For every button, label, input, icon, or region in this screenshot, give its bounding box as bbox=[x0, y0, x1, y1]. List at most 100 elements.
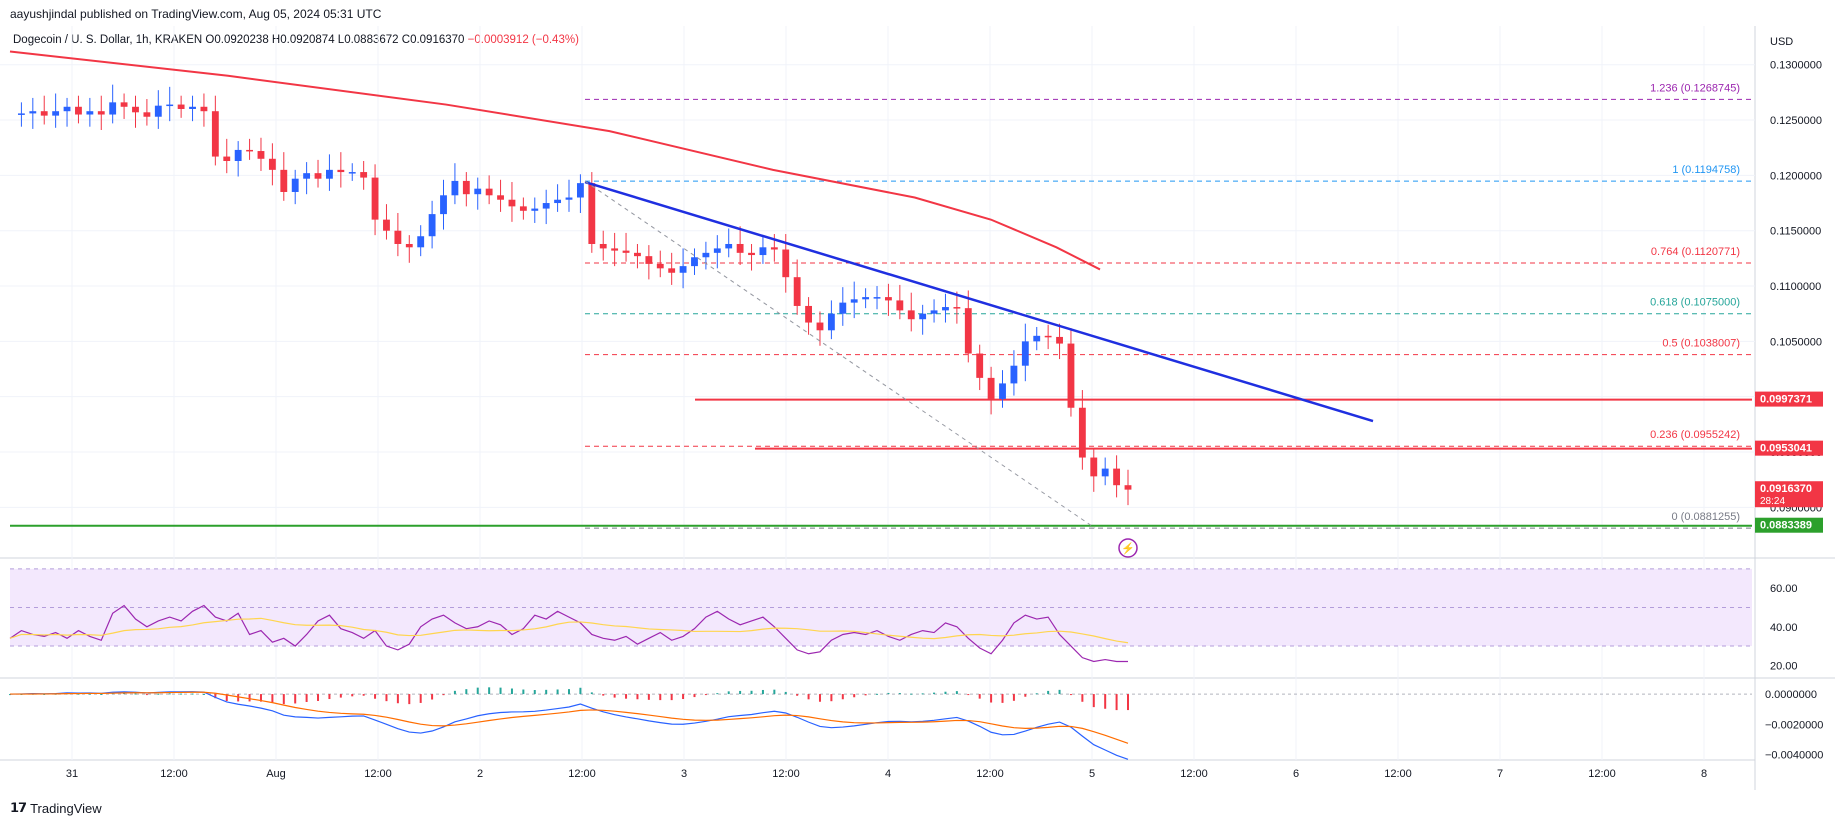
candle-body bbox=[462, 180, 470, 195]
candle-body bbox=[428, 214, 436, 237]
y-tick-label: 0.1100000 bbox=[1770, 281, 1821, 293]
macd-histogram-bar bbox=[282, 694, 285, 705]
macd-histogram-bar bbox=[1115, 694, 1118, 711]
macd-histogram-bar bbox=[636, 694, 639, 700]
macd-histogram-bar bbox=[853, 694, 856, 698]
candle-body bbox=[97, 111, 105, 115]
macd-histogram-bar bbox=[841, 694, 844, 700]
macd-histogram-bar bbox=[1104, 694, 1107, 709]
macd-histogram-bar bbox=[294, 694, 297, 704]
countdown-label: 28:24 bbox=[1760, 496, 1785, 507]
macd-histogram-bar bbox=[157, 693, 160, 695]
ma-200-line bbox=[9, 50, 1101, 271]
macd-histogram-bar bbox=[9, 694, 11, 696]
candle-body bbox=[177, 104, 185, 109]
macd-histogram-bar bbox=[750, 690, 753, 695]
candle-body bbox=[519, 206, 527, 211]
candle-body bbox=[725, 243, 733, 249]
symbol-name[interactable]: Dogecoin / U. S. Dollar, 1h, KRAKEN bbox=[13, 34, 203, 46]
macd-tick-label: 0.0000000 bbox=[1765, 689, 1817, 701]
macd-histogram-bar bbox=[807, 694, 810, 700]
candle-body bbox=[189, 106, 196, 109]
macd-histogram-bar bbox=[921, 693, 924, 695]
macd-line bbox=[9, 691, 1129, 760]
price-label: 0.0953041 bbox=[1760, 443, 1812, 455]
candle-body bbox=[896, 300, 904, 311]
symbol-legend: Dogecoin / U. S. Dollar, 1h, KRAKEN O0.0… bbox=[13, 34, 579, 46]
y-tick-label: 0.1250000 bbox=[1770, 115, 1822, 127]
candle-body bbox=[554, 199, 562, 204]
bearish-trendline bbox=[584, 180, 1374, 423]
macd-histogram-bar bbox=[659, 694, 662, 701]
macd-histogram-bar bbox=[317, 694, 320, 701]
x-tick-label: 12:00 bbox=[1588, 768, 1616, 780]
macd-histogram-bar bbox=[590, 692, 593, 695]
candle-body bbox=[1044, 335, 1052, 338]
y-tick-label: 0.1050000 bbox=[1770, 336, 1822, 348]
rsi-line bbox=[9, 604, 1128, 663]
candle-body bbox=[645, 256, 653, 264]
candle-body bbox=[976, 353, 984, 378]
candle-body bbox=[360, 172, 368, 178]
candle-body bbox=[850, 299, 858, 303]
rsi-tick-label: 20.00 bbox=[1770, 660, 1798, 672]
macd-histogram-bar bbox=[237, 694, 240, 702]
macd-histogram-bar bbox=[864, 694, 867, 696]
x-tick-label: 4 bbox=[885, 768, 891, 780]
candle-body bbox=[679, 266, 687, 273]
candle-body bbox=[839, 302, 847, 314]
candle-body bbox=[1021, 341, 1029, 366]
macd-histogram-bar bbox=[202, 693, 205, 695]
x-tick-label: 12:00 bbox=[772, 768, 800, 780]
fib-retracement: 1.236 (0.1268745) 1 (0.1194758) 0.764 (0.1… bbox=[585, 82, 1752, 529]
candle-body bbox=[200, 106, 208, 112]
candle-body bbox=[987, 377, 995, 399]
macd-histogram-bar bbox=[1058, 689, 1061, 695]
macd-histogram-bar bbox=[123, 693, 126, 695]
macd-histogram-bar bbox=[579, 687, 582, 695]
macd-tick-label: −0.0020000 bbox=[1765, 719, 1823, 731]
signal-line bbox=[9, 691, 1129, 744]
candle-body bbox=[326, 169, 333, 179]
fib-level-label: 0.618 (0.1075000) bbox=[1650, 297, 1740, 309]
candle-body bbox=[1067, 343, 1075, 408]
macd-histogram-bar bbox=[453, 690, 456, 695]
price-label-box bbox=[1755, 391, 1823, 407]
x-tick-label: 12:00 bbox=[160, 768, 188, 780]
macd-histogram-bar bbox=[248, 694, 251, 702]
macd-histogram-bar bbox=[328, 694, 331, 700]
ohlc-change: −0.0003912 (−0.43%) bbox=[467, 34, 579, 46]
candle-body bbox=[885, 297, 892, 301]
macd-histogram-bar bbox=[887, 692, 890, 695]
footer-brand[interactable]: 𝟭𝟳 TradingView bbox=[10, 800, 102, 816]
x-tick-label: 3 bbox=[681, 768, 687, 780]
candle-body bbox=[1033, 335, 1041, 342]
macd-histogram-bar bbox=[739, 690, 742, 695]
y-tick-label: 0.0900000 bbox=[1770, 502, 1822, 514]
macd-histogram-bar bbox=[1127, 694, 1129, 711]
candle-body bbox=[1078, 407, 1086, 458]
candle-body bbox=[440, 195, 447, 215]
ohlc-close: C0.0916370 bbox=[401, 34, 465, 46]
fib-level-label: 1 (0.1194758) bbox=[1672, 164, 1740, 176]
macd-histogram-bar bbox=[88, 693, 91, 695]
currency-label[interactable]: USD bbox=[1770, 36, 1794, 48]
candle-body bbox=[782, 249, 790, 278]
macd-histogram-bar bbox=[784, 691, 787, 695]
macd-histogram-bar bbox=[465, 689, 468, 695]
macd-histogram-bar bbox=[305, 694, 308, 702]
macd-histogram-bar bbox=[910, 693, 913, 695]
x-tick-label: 12:00 bbox=[1180, 768, 1208, 780]
candle-body bbox=[405, 243, 413, 248]
candle-body bbox=[793, 277, 801, 306]
macd-histogram-bar bbox=[499, 687, 502, 695]
candle-body bbox=[508, 199, 516, 207]
price-label-box bbox=[1755, 517, 1823, 533]
candle-body bbox=[542, 203, 550, 209]
x-tick-label: 5 bbox=[1089, 768, 1095, 780]
ohlc-low: L0.0883672 bbox=[337, 34, 399, 46]
candle-body bbox=[497, 195, 504, 200]
candle-body bbox=[1010, 365, 1018, 384]
candle-body bbox=[565, 197, 573, 200]
